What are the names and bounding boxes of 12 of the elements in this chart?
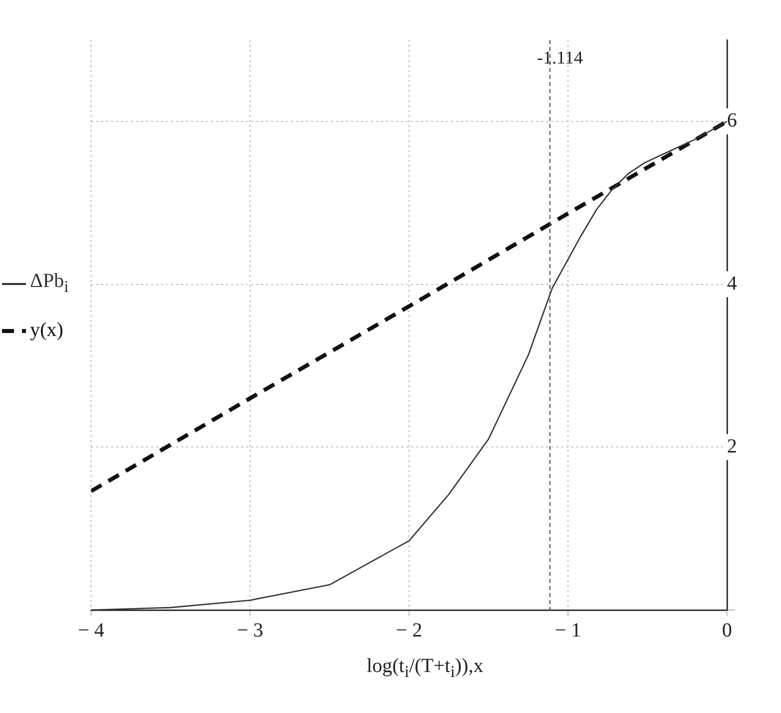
y-tick-label: 4 bbox=[727, 272, 737, 295]
x-tick-label: − 2 bbox=[396, 619, 422, 642]
x-axis-title: log(t$_{i}$/(T+t$_{i}$)),x bbox=[366, 655, 484, 682]
x-tick-label: − 1 bbox=[554, 619, 582, 642]
legend-label: y(x) bbox=[30, 319, 64, 342]
ref-line-label: -1.114 bbox=[537, 48, 583, 68]
x-tick-label: − 4 bbox=[78, 619, 104, 642]
x-tick-label: − 3 bbox=[236, 619, 264, 642]
legend-label: ΔPb$_{i}$ bbox=[30, 270, 69, 297]
y-tick-label: 6 bbox=[727, 110, 737, 132]
x-tick-label: 0 bbox=[722, 619, 732, 642]
y-tick-label: 2 bbox=[727, 435, 737, 458]
